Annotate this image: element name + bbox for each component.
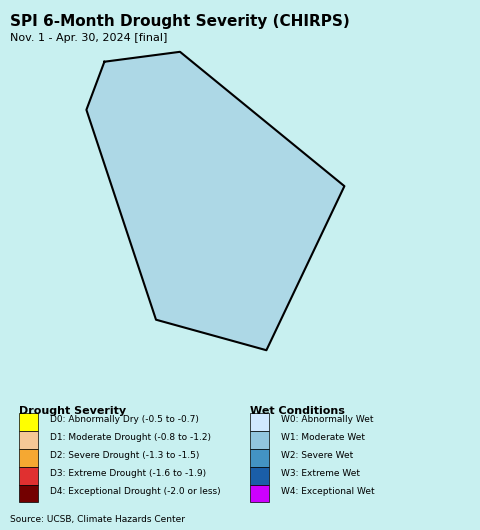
- Text: Drought Severity: Drought Severity: [19, 406, 126, 416]
- FancyBboxPatch shape: [19, 431, 38, 449]
- Polygon shape: [86, 52, 345, 350]
- Text: Source: UCSB, Climate Hazards Center: Source: UCSB, Climate Hazards Center: [10, 516, 185, 525]
- FancyBboxPatch shape: [250, 431, 269, 449]
- FancyBboxPatch shape: [250, 413, 269, 431]
- Text: D4: Exceptional Drought (-2.0 or less): D4: Exceptional Drought (-2.0 or less): [50, 487, 221, 496]
- Text: D1: Moderate Drought (-0.8 to -1.2): D1: Moderate Drought (-0.8 to -1.2): [50, 433, 211, 442]
- FancyBboxPatch shape: [250, 449, 269, 466]
- Text: W2: Severe Wet: W2: Severe Wet: [281, 451, 353, 460]
- Text: W1: Moderate Wet: W1: Moderate Wet: [281, 433, 365, 442]
- FancyBboxPatch shape: [19, 466, 38, 484]
- Text: SPI 6-Month Drought Severity (CHIRPS): SPI 6-Month Drought Severity (CHIRPS): [10, 14, 349, 30]
- FancyBboxPatch shape: [19, 484, 38, 502]
- Text: Wet Conditions: Wet Conditions: [250, 406, 345, 416]
- Text: W4: Exceptional Wet: W4: Exceptional Wet: [281, 487, 374, 496]
- Text: D3: Extreme Drought (-1.6 to -1.9): D3: Extreme Drought (-1.6 to -1.9): [50, 469, 206, 478]
- Text: W3: Extreme Wet: W3: Extreme Wet: [281, 469, 360, 478]
- Text: W0: Abnormally Wet: W0: Abnormally Wet: [281, 416, 373, 424]
- Text: D0: Abnormally Dry (-0.5 to -0.7): D0: Abnormally Dry (-0.5 to -0.7): [50, 416, 199, 424]
- FancyBboxPatch shape: [250, 484, 269, 502]
- Text: Nov. 1 - Apr. 30, 2024 [final]: Nov. 1 - Apr. 30, 2024 [final]: [10, 33, 167, 43]
- FancyBboxPatch shape: [19, 413, 38, 431]
- Text: D2: Severe Drought (-1.3 to -1.5): D2: Severe Drought (-1.3 to -1.5): [50, 451, 200, 460]
- FancyBboxPatch shape: [250, 466, 269, 484]
- FancyBboxPatch shape: [19, 449, 38, 466]
